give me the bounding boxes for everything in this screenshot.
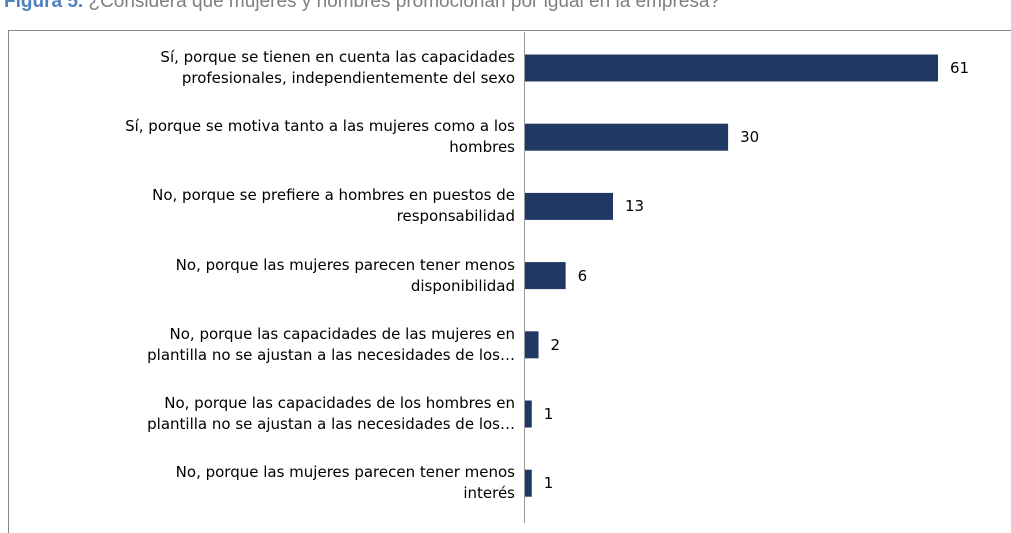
bar: [525, 123, 729, 151]
bar: [525, 400, 532, 428]
category-label: No, porque las capacidades de los hombre…: [147, 394, 515, 433]
bar: [525, 331, 539, 359]
category-label: No, porque se prefiere a hombres en pues…: [152, 186, 515, 226]
data-label: 1: [543, 474, 554, 493]
data-label: 1: [543, 405, 554, 423]
data-label: 2: [550, 335, 561, 354]
title-text: ¿Considera que mujeres y hombres promoci…: [88, 0, 721, 12]
category-label: No, porque las mujeres parecen tener men…: [175, 463, 515, 503]
category-label: Sí, porque se motiva tanto a las mujeres…: [125, 117, 515, 157]
bar: [525, 54, 938, 82]
category-label: No, porque las capacidades de las mujere…: [147, 324, 515, 364]
figure-label: Figura 5.: [4, 0, 84, 12]
bar: [525, 469, 532, 497]
chart-frame: [8, 30, 1011, 533]
data-label: 6: [577, 266, 588, 285]
data-label: 30: [740, 128, 760, 147]
bar: [525, 262, 566, 290]
category-label: Sí, porque se tienen en cuenta las capac…: [160, 48, 515, 87]
category-label: No, porque las mujeres parecen tener men…: [175, 255, 515, 295]
data-label: 61: [950, 59, 970, 77]
data-label: 13: [625, 197, 645, 216]
bar: [525, 192, 614, 220]
chart-title: Figura 5. ¿Considera que mujeres y hombr…: [4, 0, 720, 13]
